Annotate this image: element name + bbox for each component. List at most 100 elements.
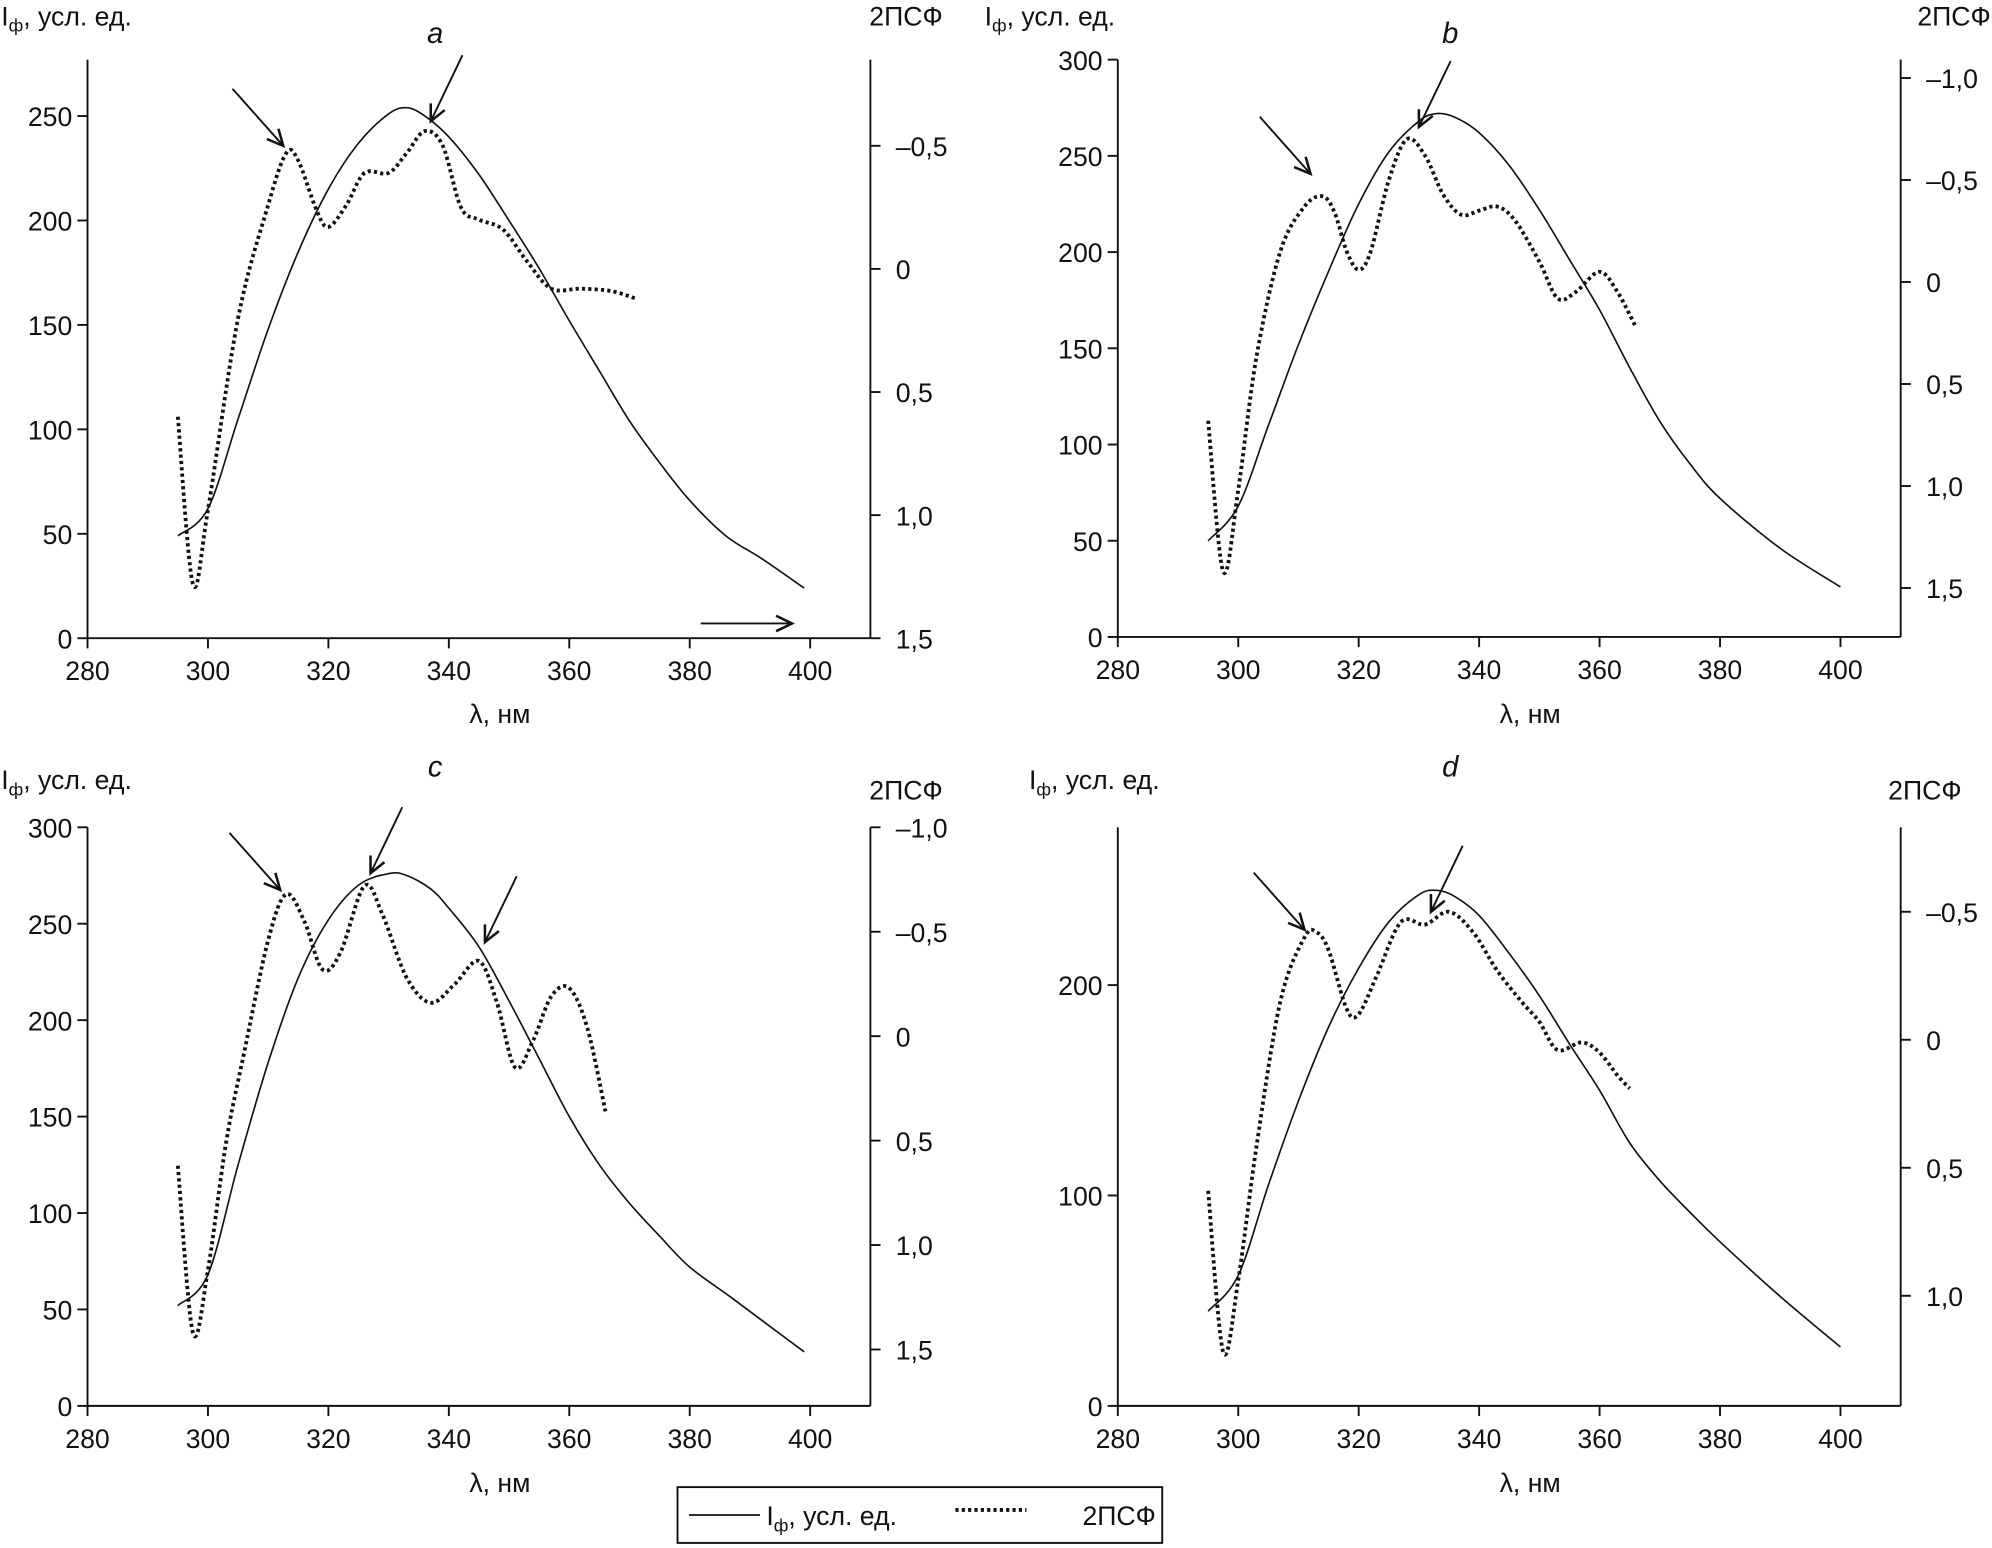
- y2-tick-label: 1,5: [896, 1336, 933, 1366]
- y2-tick-label: 1,5: [896, 624, 933, 654]
- y-tick-label: 0: [1088, 1392, 1103, 1422]
- series-intensity-line: [1207, 112, 1841, 588]
- arrow-shaft: [231, 88, 284, 147]
- arrow-annotation: [369, 806, 404, 876]
- x-tick-label: 280: [1096, 655, 1140, 685]
- y-tick-label: 0: [57, 1392, 72, 1422]
- y-tick-label: 50: [43, 520, 73, 550]
- y-axis-label-part: , усл. ед.: [1007, 1, 1116, 31]
- panel-d: 280 300 320 340 360 380 400 0 100 200 –0,5 0 0,5 1,0 I…: [1029, 752, 1978, 1499]
- y2-tick-label: 1,0: [896, 501, 933, 531]
- arrow-shaft: [1418, 60, 1452, 128]
- panel-letter: a: [427, 18, 443, 50]
- legend-solid-label: Iф, усл. ед.: [766, 1501, 897, 1535]
- x-tick-label: 380: [1698, 655, 1742, 685]
- x-tick-label: 280: [1096, 1424, 1140, 1454]
- x-tick-label: 380: [667, 1424, 711, 1454]
- x-axis-label: λ, нм: [469, 699, 530, 729]
- x-tick-label: 360: [547, 656, 591, 686]
- series-2psf-line: [1206, 136, 1638, 576]
- arrow-head-icon: [1287, 912, 1307, 932]
- y-axis-label-part: , усл. ед.: [23, 1, 132, 31]
- x-tick-label: 400: [788, 1424, 832, 1454]
- y-tick-label: 150: [28, 1103, 72, 1133]
- y-tick-label: 100: [1058, 1182, 1102, 1212]
- x-tick-label: 300: [186, 1424, 230, 1454]
- panel-a: 280 300 320 340 360 380 400 0 50 100 150 200 250 –0,5…: [1, 1, 947, 729]
- arrow-annotation: [429, 54, 464, 124]
- x-tick-label: 340: [427, 656, 471, 686]
- y2-tick-label: –0,5: [896, 132, 948, 162]
- panel-letter: d: [1442, 752, 1459, 784]
- arrow-head-icon: [266, 128, 286, 148]
- y-axis-label-part: ф: [9, 780, 24, 800]
- y-tick-label: 250: [28, 102, 72, 132]
- y-tick-label: 200: [28, 207, 72, 237]
- x-tick-label: 340: [427, 1424, 471, 1454]
- arrow-annotation: [483, 875, 518, 945]
- y2-axis-label: 2ПСФ: [869, 775, 942, 805]
- y-tick-label: 100: [28, 1199, 72, 1229]
- x-tick-label: 340: [1457, 1424, 1501, 1454]
- arrow-annotation: [231, 88, 286, 148]
- x-tick-label: 360: [1577, 655, 1621, 685]
- y2-tick-label: 1,0: [1926, 1282, 1963, 1312]
- y2-axis-label: 2ПСФ: [869, 1, 942, 31]
- x-tick-label: 280: [65, 1424, 109, 1454]
- series-2psf-line: [1206, 909, 1632, 1357]
- arrow-head-icon: [483, 924, 500, 945]
- y-tick-label: 250: [1058, 142, 1102, 172]
- x-tick-label: 400: [788, 656, 832, 686]
- x-tick-label: 320: [1336, 655, 1380, 685]
- y2-tick-label: 1,0: [1926, 472, 1963, 502]
- y-tick-label: 200: [1058, 238, 1102, 268]
- arrow-annotation: [1417, 60, 1452, 130]
- y2-tick-label: 0,5: [1926, 370, 1963, 400]
- x-tick-label: 380: [667, 656, 711, 686]
- y-axis-label-part: I: [985, 1, 992, 31]
- y2-tick-label: 0: [896, 1022, 911, 1052]
- x-axis-label: λ, нм: [1500, 699, 1561, 729]
- y-tick-label: 200: [28, 1006, 72, 1036]
- x-tick-label: 360: [1577, 1424, 1621, 1454]
- arrow-shaft: [1259, 116, 1312, 175]
- x-axis-label: λ, нм: [1500, 1468, 1561, 1498]
- y-tick-label: 50: [1073, 527, 1103, 557]
- arrow-shaft: [429, 54, 464, 122]
- y2-tick-label: –0,5: [896, 918, 948, 948]
- arrow-shaft: [484, 875, 518, 943]
- y-tick-label: 50: [43, 1296, 73, 1326]
- arrow-annotation: [1429, 845, 1464, 915]
- arrow-shaft: [369, 806, 404, 874]
- y2-tick-label: 0: [896, 255, 911, 285]
- legend: Iф, усл. ед. 2ПСФ: [676, 1486, 1164, 1544]
- y-tick-label: 0: [57, 624, 72, 654]
- y-tick-label: 100: [28, 416, 72, 446]
- arrow-head-icon: [775, 614, 796, 633]
- legend-box: [676, 1486, 1164, 1544]
- y2-tick-label: 0,5: [896, 1127, 933, 1157]
- y-axis-label: Iф, усл. ед.: [1, 765, 132, 799]
- y2-tick-label: 0,5: [896, 378, 933, 408]
- y-axis-label-part: ф: [1036, 780, 1051, 800]
- y-axis-label-part: , усл. ед.: [23, 765, 132, 795]
- x-tick-label: 320: [306, 656, 350, 686]
- y-axis-label-part: I: [1029, 765, 1036, 795]
- panel-c: 280 300 320 340 360 380 400 0 50 100 150 200 250 300 –…: [1, 752, 947, 1499]
- arrow-shaft: [228, 832, 281, 891]
- x-axis-label: λ, нм: [469, 1468, 530, 1498]
- x-tick-label: 300: [1216, 655, 1260, 685]
- arrow-annotation: [228, 832, 283, 893]
- x-tick-label: 320: [306, 1424, 350, 1454]
- series-2psf-line: [175, 128, 637, 589]
- arrow-annotation: [1253, 871, 1307, 932]
- y-axis-label-part: , усл. ед.: [1051, 765, 1160, 795]
- series-intensity-line: [177, 872, 805, 1353]
- arrow-head-icon: [1417, 109, 1434, 130]
- y2-tick-label: 1,5: [1926, 574, 1963, 604]
- arrow-shaft: [1430, 845, 1464, 913]
- series-2psf-line: [175, 882, 608, 1339]
- arrow-head-icon: [1293, 156, 1313, 177]
- x-tick-label: 380: [1698, 1424, 1742, 1454]
